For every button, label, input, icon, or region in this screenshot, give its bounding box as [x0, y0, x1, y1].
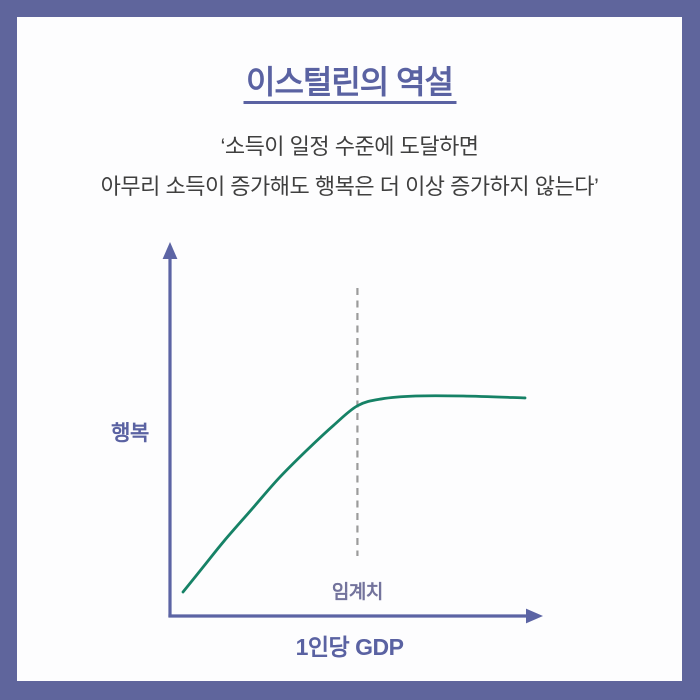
infographic-card: 이스털린의 역설 ‘소득이 일정 수준에 도달하면 아무리 소득이 증가해도 행…: [17, 17, 682, 681]
subtitle-line-1: ‘소득이 일정 수준에 도달하면: [220, 134, 479, 159]
threshold-label: 임계치: [331, 582, 383, 603]
y-axis-arrowhead-icon: [162, 242, 178, 259]
happiness-curve: [181, 394, 527, 594]
x-axis-arrowhead-icon: [526, 608, 543, 624]
happiness-gdp-chart: 행복 1인당 GDP 임계치: [17, 17, 682, 681]
title-underline: [243, 101, 456, 104]
chart-canvas: [162, 242, 543, 624]
subtitle-line-2: 아무리 소득이 증가해도 행복은 더 이상 증가하지 않는다’: [100, 174, 599, 199]
y-axis-label: 행복: [111, 422, 149, 445]
x-axis-label: 1인당 GDP: [295, 634, 404, 660]
page-title: 이스털린의 역설: [246, 64, 454, 100]
